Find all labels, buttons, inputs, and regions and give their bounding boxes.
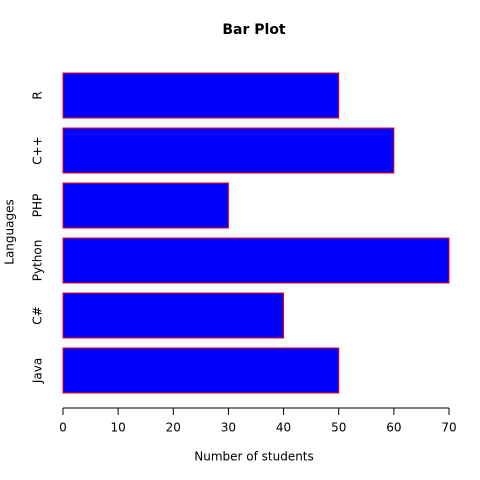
y-tick-label: Python	[31, 240, 45, 282]
chart-title: Bar Plot	[222, 22, 286, 38]
y-axis-label: Languages	[3, 199, 17, 264]
y-tick-label: Java	[31, 358, 45, 384]
y-tick-label: PHP	[31, 194, 45, 218]
x-tick-label: 10	[111, 421, 126, 435]
x-tick-label: 60	[386, 421, 401, 435]
bar	[62, 182, 229, 229]
bar	[62, 127, 395, 174]
bar	[62, 292, 285, 339]
y-tick-label: C++	[31, 136, 45, 165]
bar	[62, 347, 340, 394]
y-tick-label: R	[31, 91, 45, 99]
x-tick-label: 20	[166, 421, 181, 435]
x-tick-label: 30	[221, 421, 236, 435]
x-tick-label: 50	[331, 421, 346, 435]
x-axis-label: Number of students	[194, 450, 314, 464]
bar	[62, 237, 450, 284]
x-tick-label: 40	[276, 421, 291, 435]
x-tick-label: 70	[441, 421, 456, 435]
x-tick-label: 0	[59, 421, 67, 435]
y-tick-label: C#	[31, 306, 45, 324]
bar	[62, 72, 340, 119]
